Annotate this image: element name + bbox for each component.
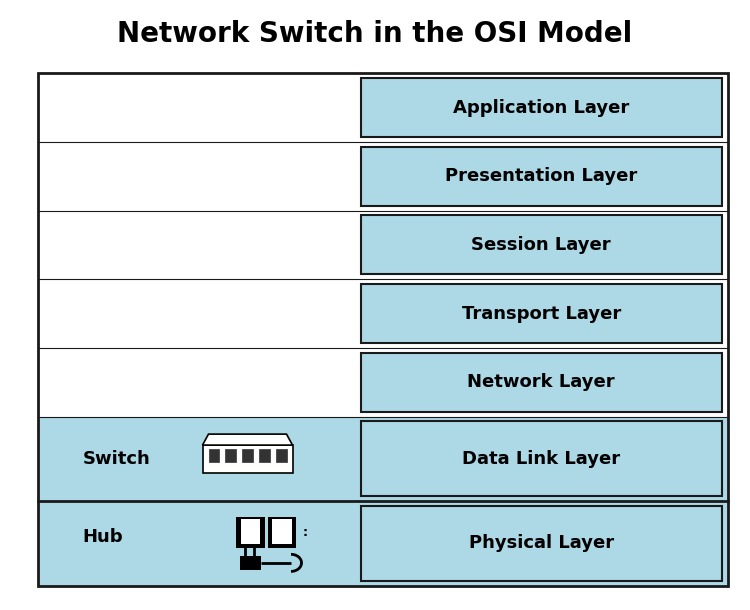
Bar bbox=[361, 215, 722, 274]
Text: Data Link Layer: Data Link Layer bbox=[462, 450, 620, 468]
Bar bbox=[361, 284, 722, 343]
Bar bbox=[259, 449, 270, 462]
Text: Transport Layer: Transport Layer bbox=[461, 304, 621, 323]
Polygon shape bbox=[202, 434, 292, 445]
Bar bbox=[241, 519, 260, 544]
Text: Switch: Switch bbox=[82, 450, 150, 468]
Bar bbox=[38, 73, 728, 586]
Text: Application Layer: Application Layer bbox=[453, 99, 629, 117]
Bar bbox=[361, 506, 722, 581]
Bar bbox=[225, 449, 236, 462]
Bar bbox=[361, 422, 722, 496]
Text: Session Layer: Session Layer bbox=[472, 236, 611, 254]
Text: Network Switch in the OSI Model: Network Switch in the OSI Model bbox=[117, 20, 632, 48]
Bar bbox=[38, 73, 728, 586]
Bar bbox=[361, 147, 722, 206]
Bar bbox=[242, 449, 253, 462]
Bar bbox=[236, 517, 265, 548]
Text: Network Layer: Network Layer bbox=[467, 373, 615, 391]
Bar bbox=[38, 417, 728, 501]
Bar bbox=[38, 501, 728, 586]
Text: :: : bbox=[303, 526, 308, 539]
Bar bbox=[276, 449, 286, 462]
Bar bbox=[272, 519, 292, 544]
Bar bbox=[268, 517, 296, 548]
Bar bbox=[361, 353, 722, 412]
Bar bbox=[240, 556, 261, 570]
Bar bbox=[209, 449, 219, 462]
Bar bbox=[361, 78, 722, 137]
Text: Physical Layer: Physical Layer bbox=[469, 534, 614, 552]
Text: Presentation Layer: Presentation Layer bbox=[445, 167, 638, 185]
Text: Hub: Hub bbox=[82, 528, 123, 546]
Bar bbox=[202, 445, 292, 473]
